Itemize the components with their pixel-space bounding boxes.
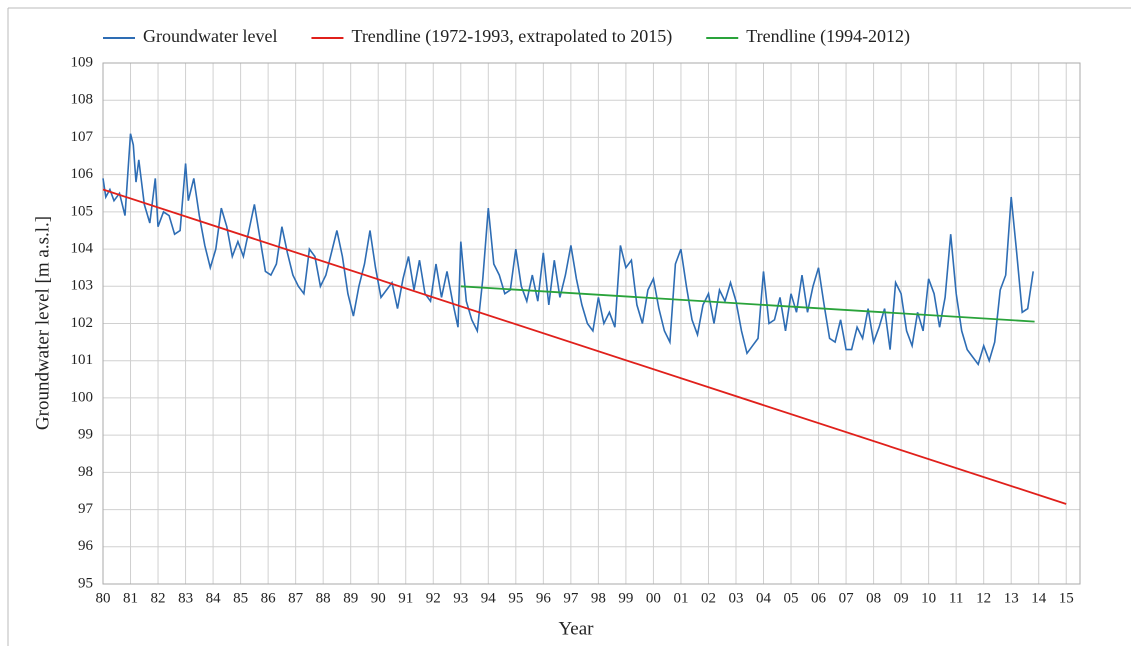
series-line	[102, 188, 1067, 505]
y-tick-label: 106	[71, 166, 94, 182]
x-tick-label: 88	[316, 590, 331, 606]
x-tick-label: 93	[453, 590, 468, 606]
legend-label: Trendline (1972-1993, extrapolated to 20…	[351, 26, 672, 47]
x-tick-label: 11	[949, 590, 963, 606]
x-tick-label: 12	[976, 590, 991, 606]
x-tick-label: 90	[371, 590, 386, 606]
x-tick-label: 91	[398, 590, 413, 606]
x-tick-label: 09	[894, 590, 909, 606]
x-tick-label: 05	[784, 590, 799, 606]
x-tick-label: 03	[728, 590, 743, 606]
y-tick-label: 98	[78, 464, 93, 480]
y-tick-label: 105	[71, 203, 94, 219]
y-tick-label: 109	[71, 54, 94, 70]
y-tick-label: 104	[71, 241, 94, 257]
x-tick-label: 04	[756, 590, 772, 606]
x-tick-label: 81	[123, 590, 138, 606]
x-tick-label: 02	[701, 590, 716, 606]
x-tick-label: 08	[866, 590, 881, 606]
y-tick-label: 100	[71, 389, 94, 405]
x-tick-label: 99	[618, 590, 633, 606]
y-tick-label: 99	[78, 427, 93, 443]
series-line	[102, 133, 1034, 367]
x-tick-label: 10	[921, 590, 936, 606]
x-tick-label: 96	[536, 590, 552, 606]
x-tick-label: 82	[151, 590, 166, 606]
x-tick-label: 87	[288, 590, 304, 606]
x-tick-label: 85	[233, 590, 248, 606]
y-tick-label: 107	[71, 129, 94, 145]
x-tick-label: 94	[481, 590, 497, 606]
x-axis-title: Year	[558, 618, 594, 639]
x-tick-label: 80	[96, 590, 111, 606]
y-tick-label: 101	[71, 352, 94, 368]
x-tick-label: 15	[1059, 590, 1074, 606]
y-axis-title: Groundwater level [m a.s.l.]	[32, 216, 53, 430]
x-tick-label: 83	[178, 590, 193, 606]
y-tick-label: 102	[71, 315, 94, 331]
y-tick-label: 95	[78, 575, 93, 591]
x-tick-label: 00	[646, 590, 661, 606]
x-tick-label: 07	[839, 590, 855, 606]
y-tick-label: 96	[78, 538, 94, 554]
x-tick-label: 13	[1004, 590, 1019, 606]
series-line	[460, 285, 1035, 323]
x-tick-label: 92	[426, 590, 441, 606]
x-tick-label: 84	[206, 590, 222, 606]
legend-label: Groundwater level	[143, 26, 277, 46]
plot-border	[102, 62, 1081, 585]
x-tick-label: 86	[261, 590, 277, 606]
x-tick-label: 98	[591, 590, 606, 606]
x-tick-label: 97	[563, 590, 579, 606]
x-tick-label: 01	[673, 590, 688, 606]
x-tick-label: 95	[508, 590, 523, 606]
x-tick-label: 89	[343, 590, 358, 606]
y-tick-label: 103	[71, 278, 94, 294]
y-tick-label: 108	[71, 92, 94, 108]
legend-label: Trendline (1994-2012)	[746, 26, 910, 47]
x-tick-label: 14	[1031, 590, 1047, 606]
y-tick-label: 97	[78, 501, 94, 517]
x-tick-label: 06	[811, 590, 827, 606]
